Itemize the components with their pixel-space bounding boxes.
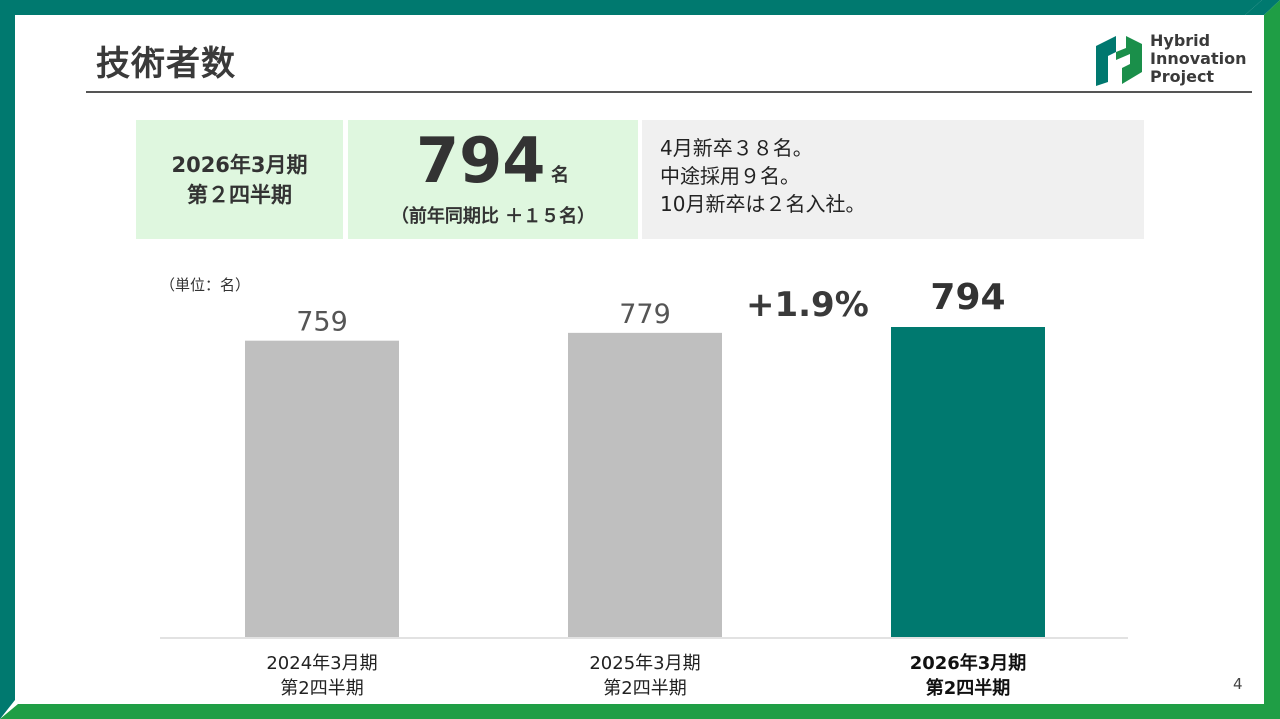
logo-line-3: Project — [1150, 67, 1215, 86]
category-label-1-line-2: 第2四半期 — [280, 678, 363, 699]
bar-3 — [891, 327, 1045, 637]
company-logo: Hybrid Innovation Project — [1096, 32, 1256, 88]
note-new-grads-april: 4月新卒３８名。 — [660, 136, 813, 160]
data-label-3: 794 — [930, 277, 1005, 318]
growth-rate-label: +1.9% — [746, 285, 869, 325]
summary-period: 2026年3月期 第２四半期 — [136, 120, 343, 239]
engineer-count-unit: 名 — [551, 165, 569, 186]
bar-1 — [245, 340, 399, 637]
note-new-grads-october: 10月新卒は２名入社。 — [660, 192, 866, 216]
engineer-count: 794 — [416, 124, 546, 197]
category-label-2-line-1: 2025年3月期 — [589, 653, 700, 674]
data-label-2: 779 — [619, 299, 671, 330]
summary-notes: 4月新卒３８名。 中途採用９名。 10月新卒は２名入社。 — [642, 120, 1144, 239]
title-divider — [86, 91, 1252, 93]
logo-mark-icon — [1096, 36, 1142, 86]
page-number: 4 — [1233, 675, 1243, 693]
page-title: 技術者数 — [96, 44, 236, 84]
logo-text: Hybrid Innovation Project — [1150, 32, 1246, 86]
period-line-1: 2026年3月期 — [171, 152, 308, 177]
logo-line-1: Hybrid — [1150, 31, 1211, 50]
unit-label: （単位：名） — [160, 276, 251, 294]
logo-line-2: Innovation — [1150, 49, 1247, 68]
note-mid-career: 中途採用９名。 — [660, 164, 800, 188]
data-label-1: 759 — [296, 307, 348, 338]
category-label-1-line-1: 2024年3月期 — [266, 653, 377, 674]
category-label-2-line-2: 第2四半期 — [603, 678, 686, 699]
category-label-3-line-1: 2026年3月期 — [910, 652, 1027, 674]
summary-count: 794 名 （前年同期比 ＋１５名） — [348, 120, 638, 239]
bar-2 — [568, 332, 722, 637]
category-label-3-line-2: 第2四半期 — [926, 677, 1011, 699]
frame-border-corner-top — [1245, 0, 1280, 15]
period-line-2: 第２四半期 — [187, 182, 292, 207]
yoy-change: （前年同期比 ＋１５名） — [390, 206, 596, 227]
